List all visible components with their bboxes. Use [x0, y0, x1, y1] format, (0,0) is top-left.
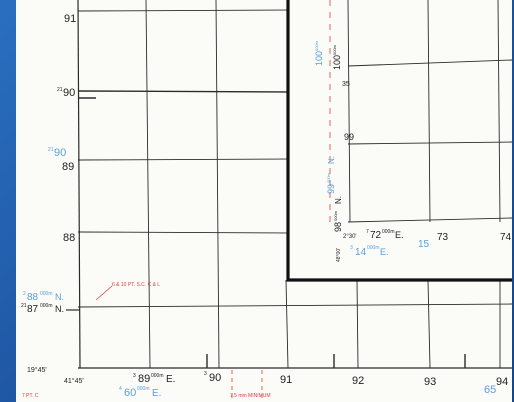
note-left-edge: 7 PT. C	[22, 393, 39, 399]
grid-line-v-89	[145, 0, 151, 369]
label-e94: 94	[496, 376, 508, 388]
inset-n100-sup: 000m	[332, 44, 337, 55]
label-blue88-prefix: 2	[23, 291, 26, 297]
label-n90-prefix: 21	[57, 87, 63, 93]
label-blue60: 60	[124, 387, 136, 399]
inset-grid-v-74	[497, 0, 501, 223]
label-lon-corner: 41°45'	[64, 377, 84, 385]
inset-e73: 73	[437, 232, 449, 243]
main-bottom-labels: 19°45' 41°45' 3 89 000m E. 3 90 91 92 93…	[27, 366, 508, 399]
grid-line-v-91	[285, 279, 289, 369]
inset-n100: 100	[332, 55, 342, 70]
note-minimum: 7.5 mm MINIMUM	[230, 393, 271, 399]
inset-blue-n99-suffix: N.	[327, 156, 336, 164]
inset-blue15: 15	[418, 239, 430, 250]
inset-e72-sup: 000m	[382, 229, 395, 235]
inset-blue-n100: 100	[314, 51, 324, 66]
label-lat-corner: 19°45'	[27, 366, 47, 374]
label-e89-prefix: 3	[133, 373, 136, 379]
label-blue90: 90	[54, 147, 66, 159]
main-left-labels: 91 21 90 21 90 89 88 2 88 000m N. 21 87 …	[21, 13, 76, 315]
inset-e72-prefix: 7	[366, 229, 369, 235]
label-e89: 89	[138, 373, 150, 385]
grid-line-v-93	[427, 279, 431, 369]
label-n87-prefix: 21	[21, 303, 27, 309]
label-blue88: 88	[27, 292, 39, 303]
label-n91: 91	[64, 13, 76, 25]
inset-blue-n99-sup: 000m	[326, 172, 331, 183]
red-guides	[95, 285, 263, 402]
label-n90: 90	[63, 87, 75, 99]
label-e90: 90	[209, 372, 221, 384]
inset-grid-v-73	[427, 0, 431, 223]
label-e92: 92	[352, 375, 364, 387]
label-blue60-suffix: E.	[152, 388, 161, 399]
grid-line-v-92	[356, 279, 359, 369]
note-spot-height: 6 & 10 PT. S.C. C & L	[112, 282, 160, 288]
label-e90-prefix: 3	[204, 371, 207, 377]
label-n87: 87	[27, 304, 39, 315]
inset-labels: 100 000m 100 000m 99 000m N. 98 000m N. …	[314, 40, 512, 262]
label-n87-sup: 000m	[40, 303, 53, 309]
inset-n98-sup: 000m	[333, 210, 338, 221]
inset-n99-short: 99	[344, 132, 354, 142]
label-blue60-prefix: 4	[119, 386, 122, 392]
label-n87-suffix: N.	[55, 304, 64, 314]
inset-corner-lon: 2°30'	[343, 234, 357, 240]
inset-blue-n100-sup: 000m	[314, 40, 319, 51]
inset-grid-v-72	[347, 0, 351, 223]
label-e93: 93	[424, 376, 436, 388]
label-blue88-suffix: N.	[55, 292, 64, 302]
inset-n98: 98	[333, 222, 343, 232]
grid-line-h-87	[77, 303, 513, 308]
red-leader	[95, 285, 113, 301]
label-blue90-prefix: 21	[48, 147, 54, 153]
label-n89: 89	[62, 161, 74, 173]
inset-n35: 35	[342, 81, 350, 88]
inset-blue14-prefix: 3	[350, 245, 353, 251]
red-notes: 6 & 10 PT. S.C. C & L 7.5 mm MINIMUM 7 P…	[22, 282, 271, 399]
label-n88: 88	[63, 232, 75, 244]
inset-box	[286, 0, 513, 282]
inset-e74: 74	[500, 232, 512, 243]
label-e89-suffix: E.	[166, 374, 175, 385]
neatline-left	[77, 0, 81, 369]
inset-corner-lat: 48°00'	[336, 248, 342, 262]
inset-grid-h-99	[347, 141, 513, 145]
inset-e72-suffix: E.	[395, 230, 404, 240]
inset-grid-h-100	[347, 59, 513, 67]
inset-blue14-suffix: E.	[380, 247, 389, 257]
inset-background	[288, 0, 512, 280]
label-e89-sup: 000m	[151, 373, 164, 379]
label-e91: 91	[280, 374, 292, 386]
inset-e72: 72	[370, 230, 382, 241]
inset-blue14-sup: 000m	[367, 245, 380, 251]
grid-line-v-90	[215, 0, 220, 369]
inset-n98-suffix: N.	[334, 196, 343, 204]
label-blue88-sup: 000m	[40, 291, 53, 297]
inset-blue-n99: 99	[326, 184, 336, 194]
label-blue65: 65	[484, 384, 496, 396]
inset-border	[286, 0, 512, 282]
inset-blue14: 14	[355, 247, 367, 258]
label-blue60-sup: 000m	[137, 386, 150, 392]
